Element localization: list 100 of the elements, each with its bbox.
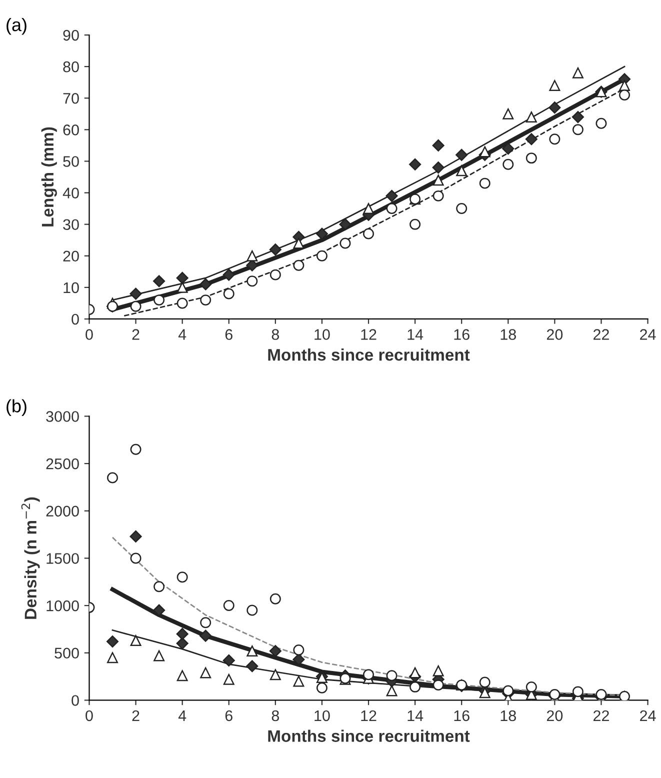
point	[154, 581, 165, 592]
x-tick-label: 16	[454, 329, 470, 340]
point	[363, 228, 374, 240]
x-tick-label: 2	[132, 710, 140, 721]
x-tick-label: 2	[132, 329, 140, 340]
y-tick-label: 0	[72, 695, 79, 706]
point	[479, 676, 490, 688]
x-tick-label: 8	[272, 710, 279, 722]
y-tick-label: 20	[63, 250, 79, 262]
point	[130, 444, 142, 455]
point	[502, 108, 514, 120]
text: (b)	[6, 399, 26, 416]
point	[340, 238, 351, 249]
y-axis-title: Density (n m$^{−2}$)	[21, 497, 40, 619]
point	[176, 282, 188, 293]
point	[410, 667, 421, 678]
point	[107, 472, 118, 484]
point	[200, 667, 212, 678]
point	[200, 630, 212, 642]
point	[526, 152, 537, 164]
x-tick-label: 14	[408, 710, 424, 721]
point	[246, 604, 258, 616]
point	[572, 111, 584, 124]
point	[526, 112, 537, 123]
x-tick-label: 0	[86, 329, 93, 340]
x-tick-label: 22	[594, 710, 609, 721]
point	[572, 686, 584, 698]
point	[223, 288, 234, 300]
text: (a)	[6, 18, 26, 35]
y-tick-label: 90	[63, 30, 79, 41]
point	[176, 628, 188, 640]
point	[548, 102, 561, 114]
point	[432, 190, 444, 202]
point	[526, 681, 537, 692]
point	[270, 669, 281, 680]
point	[619, 89, 630, 100]
y-axis-title: Length (mm)	[41, 127, 57, 226]
point	[154, 650, 165, 662]
point	[525, 133, 538, 146]
point	[363, 203, 374, 214]
point	[130, 300, 142, 312]
y-tick-label: 40	[62, 188, 79, 198]
point	[502, 685, 514, 696]
y-tick-label: 1500	[46, 553, 79, 564]
point	[200, 278, 212, 290]
point	[410, 218, 421, 230]
point	[479, 178, 490, 189]
point	[223, 600, 234, 612]
x-tick-label: 8	[272, 329, 279, 340]
point	[200, 617, 212, 628]
point	[456, 148, 468, 161]
point	[572, 124, 584, 136]
x-tick-label: 14	[408, 329, 424, 340]
point	[549, 80, 560, 91]
y-tick-label: 2500	[46, 458, 79, 470]
x-tick-label: 24	[640, 329, 656, 340]
x-tick-label: 4	[178, 329, 186, 340]
point	[456, 203, 468, 214]
x-tick-label: 6	[225, 710, 232, 722]
point	[153, 275, 166, 288]
x-tick-label: 22	[594, 329, 609, 340]
point	[222, 654, 235, 666]
point	[386, 685, 398, 696]
x-tick-label: 0	[86, 710, 93, 722]
x-tick-label: 18	[500, 329, 516, 340]
point	[130, 635, 142, 646]
point	[269, 644, 282, 658]
point	[410, 681, 421, 692]
point	[154, 294, 165, 306]
point	[386, 190, 398, 202]
point	[269, 244, 282, 256]
point	[456, 165, 468, 176]
x-tick-label: 20	[546, 329, 563, 340]
x-tick-label: 10	[314, 710, 330, 722]
point	[176, 272, 188, 284]
point	[549, 134, 560, 145]
x-tick-label: 18	[500, 710, 516, 722]
point	[432, 665, 444, 676]
point	[432, 139, 444, 152]
y-tick-label: 80	[63, 61, 79, 72]
point	[200, 294, 212, 306]
point	[246, 660, 258, 672]
x-tick-label: 4	[178, 710, 186, 721]
point	[130, 552, 142, 564]
y-tick-label: 2000	[46, 506, 79, 517]
point	[479, 687, 490, 698]
y-tick-label: 0	[72, 314, 79, 325]
y-tick-label: 10	[64, 282, 79, 294]
point	[363, 669, 374, 680]
point	[596, 118, 607, 129]
y-tick-label: 1000	[46, 600, 79, 612]
point	[432, 680, 444, 691]
y-tick-label: 60	[63, 124, 79, 136]
x-tick-label: 12	[361, 329, 376, 340]
point	[409, 158, 422, 170]
point	[293, 260, 304, 271]
point	[176, 670, 188, 682]
x-tick-label: 16	[454, 710, 470, 722]
point	[339, 218, 352, 230]
point	[130, 530, 142, 542]
